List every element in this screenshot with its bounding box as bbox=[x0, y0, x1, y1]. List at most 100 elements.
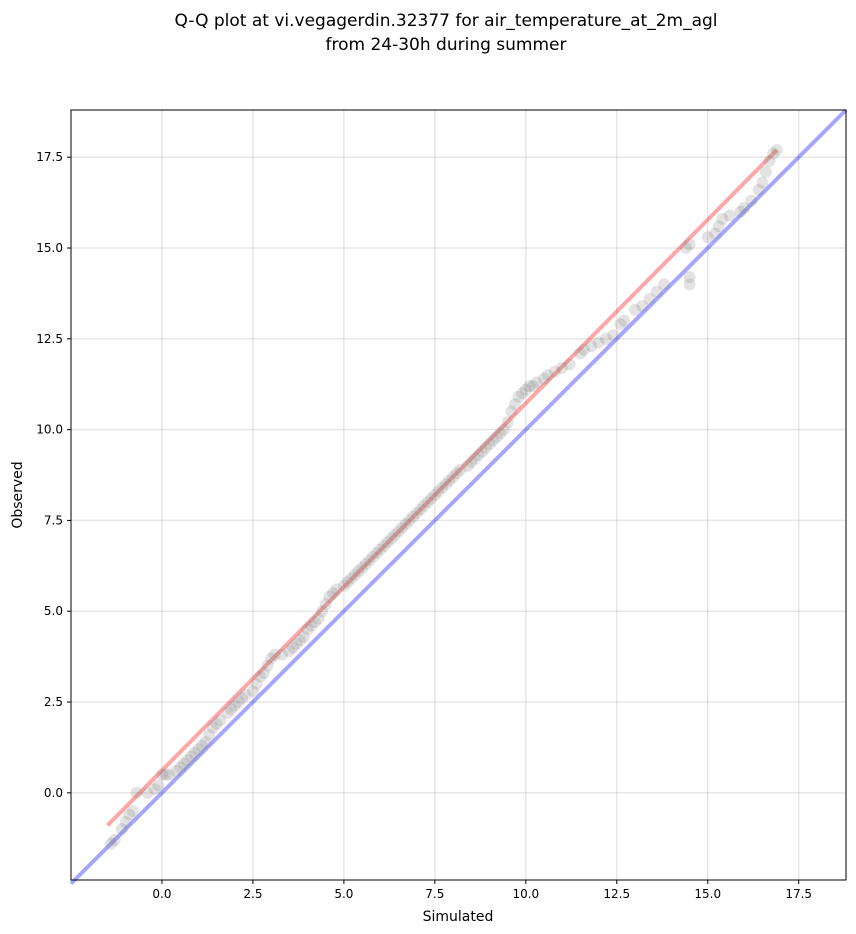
data-point bbox=[636, 300, 649, 313]
data-point bbox=[203, 728, 216, 741]
data-point bbox=[326, 587, 339, 600]
data-point bbox=[436, 481, 449, 494]
data-point bbox=[508, 398, 521, 411]
data-point bbox=[181, 754, 194, 767]
data-point bbox=[745, 194, 758, 207]
data-point bbox=[483, 438, 496, 451]
data-point bbox=[701, 231, 714, 244]
y-tick-label: 15.0 bbox=[36, 241, 63, 255]
data-point bbox=[388, 528, 401, 541]
data-point bbox=[468, 452, 481, 465]
data-point bbox=[199, 735, 212, 748]
data-point bbox=[206, 721, 219, 734]
data-point bbox=[574, 347, 587, 360]
data-point bbox=[381, 536, 394, 549]
data-point bbox=[119, 815, 132, 828]
data-point bbox=[250, 677, 263, 690]
y-tick-label: 17.5 bbox=[36, 150, 63, 164]
data-point bbox=[356, 561, 369, 574]
data-point bbox=[312, 612, 325, 625]
plot-frame bbox=[70, 109, 847, 881]
data-point bbox=[752, 183, 765, 196]
data-point bbox=[115, 823, 128, 836]
fit-line bbox=[105, 148, 779, 827]
data-point bbox=[530, 376, 543, 389]
data-point bbox=[374, 543, 387, 556]
data-point bbox=[221, 706, 234, 719]
data-point bbox=[494, 427, 507, 440]
data-point bbox=[246, 685, 259, 698]
data-point bbox=[756, 176, 769, 189]
data-point bbox=[439, 478, 452, 491]
data-point bbox=[337, 579, 350, 592]
data-point bbox=[283, 645, 296, 658]
data-point bbox=[643, 292, 656, 305]
data-point bbox=[232, 696, 245, 709]
data-point bbox=[490, 430, 503, 443]
data-point bbox=[348, 568, 361, 581]
data-point bbox=[410, 507, 423, 520]
data-point bbox=[679, 242, 692, 255]
data-point bbox=[290, 637, 303, 650]
data-point bbox=[319, 597, 332, 610]
data-point bbox=[512, 390, 525, 403]
data-point bbox=[447, 470, 460, 483]
y-tick-label: 5.0 bbox=[44, 604, 63, 618]
data-point bbox=[236, 692, 249, 705]
y-tick-label: 7.5 bbox=[44, 513, 63, 527]
data-point bbox=[712, 220, 725, 233]
data-point bbox=[709, 227, 722, 240]
data-point bbox=[286, 641, 299, 654]
data-point bbox=[585, 340, 598, 353]
data-point bbox=[257, 666, 270, 679]
data-point bbox=[177, 757, 190, 770]
data-point bbox=[450, 467, 463, 480]
x-tick-label: 5.0 bbox=[334, 887, 353, 901]
y-tick-label: 10.0 bbox=[36, 423, 63, 437]
data-point bbox=[155, 768, 168, 781]
data-point bbox=[163, 768, 176, 781]
data-point bbox=[683, 271, 696, 284]
data-point bbox=[345, 572, 358, 585]
data-point bbox=[392, 525, 405, 538]
data-point bbox=[305, 619, 318, 632]
data-point bbox=[123, 808, 136, 821]
data-point bbox=[465, 456, 478, 469]
data-point bbox=[767, 147, 780, 160]
x-axis: 0.0 2.5 5.0 7.5 10.0 12.5 15.0 17.5 bbox=[152, 880, 812, 901]
data-point bbox=[330, 583, 343, 596]
data-point bbox=[461, 459, 474, 472]
data-point bbox=[174, 761, 187, 774]
data-point bbox=[359, 558, 372, 571]
data-point bbox=[377, 539, 390, 552]
data-point bbox=[254, 670, 267, 683]
data-point bbox=[192, 743, 205, 756]
identity-line bbox=[69, 108, 848, 886]
data-point bbox=[501, 416, 514, 429]
grid-lines bbox=[71, 110, 846, 880]
data-point bbox=[399, 518, 412, 531]
y-tick-label: 12.5 bbox=[36, 332, 63, 346]
reference-lines bbox=[69, 108, 848, 886]
data-point bbox=[214, 714, 227, 727]
data-point bbox=[225, 703, 238, 716]
data-point bbox=[618, 314, 631, 327]
data-point bbox=[479, 441, 492, 454]
data-point bbox=[425, 492, 438, 505]
x-axis-label: Simulated bbox=[423, 909, 494, 925]
data-point bbox=[268, 648, 281, 661]
x-tick-label: 17.5 bbox=[785, 887, 812, 901]
data-point bbox=[294, 634, 307, 647]
data-point bbox=[487, 434, 500, 447]
data-point bbox=[403, 514, 416, 527]
data-point bbox=[141, 786, 154, 799]
x-tick-label: 10.0 bbox=[512, 887, 539, 901]
data-point bbox=[108, 834, 121, 847]
chart-subtitle: from 24-30h during summer bbox=[326, 35, 567, 55]
y-axis-label: Observed bbox=[10, 461, 26, 528]
data-point bbox=[297, 630, 310, 643]
data-point bbox=[607, 329, 620, 342]
chart-title: Q-Q plot at vi.vegagerdin.32377 for air_… bbox=[174, 11, 717, 31]
data-point bbox=[396, 521, 409, 534]
